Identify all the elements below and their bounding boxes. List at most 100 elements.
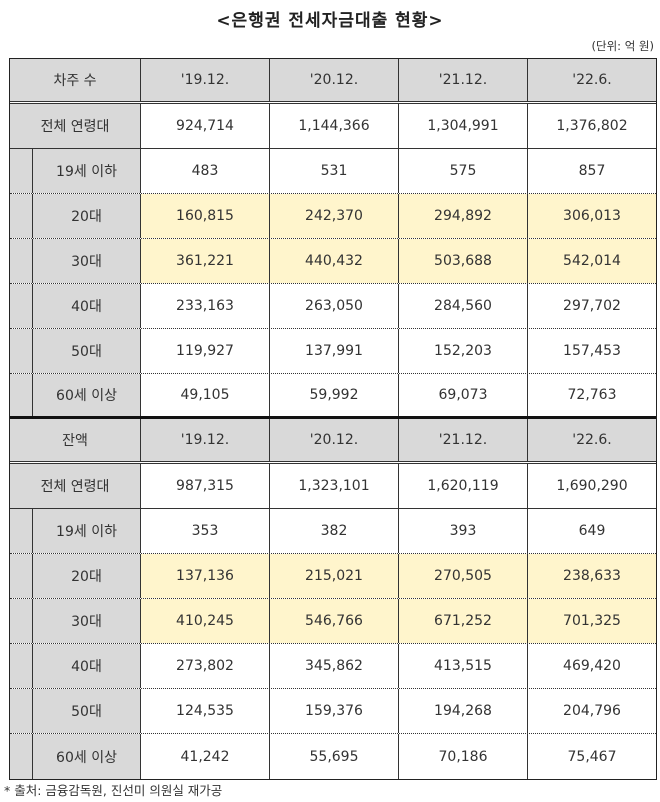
table-row: 60세 이상 41,242 55,695 70,186 75,467: [10, 734, 656, 779]
table-row: 20대 160,815 242,370 294,892 306,013: [10, 194, 656, 239]
value-cell: 483: [140, 149, 269, 193]
value-cell: 294,892: [398, 194, 527, 238]
row-label: 30대: [32, 239, 140, 283]
value-cell: 469,420: [527, 644, 656, 688]
row-label: 전체 연령대: [10, 104, 140, 148]
table-row: 40대 273,802 345,862 413,515 469,420: [10, 644, 656, 689]
value-cell: 1,323,101: [269, 464, 398, 508]
value-cell: 503,688: [398, 239, 527, 283]
table-row: 30대 410,245 546,766 671,252 701,325: [10, 599, 656, 644]
value-cell: 59,992: [269, 374, 398, 416]
source-note: * 출처: 금융감독원, 진선미 의원실 재가공: [4, 783, 223, 798]
row-label: 40대: [32, 284, 140, 328]
row-label: 19세 이하: [32, 509, 140, 553]
value-cell: 242,370: [269, 194, 398, 238]
value-cell: 70,186: [398, 734, 527, 779]
row-label: 19세 이하: [32, 149, 140, 193]
value-cell: 987,315: [140, 464, 269, 508]
value-cell: 137,136: [140, 554, 269, 598]
value-cell: 263,050: [269, 284, 398, 328]
value-cell: 701,325: [527, 599, 656, 643]
table-row: 50대 124,535 159,376 194,268 204,796: [10, 689, 656, 734]
table-row: 60세 이상 49,105 59,992 69,073 72,763: [10, 374, 656, 419]
value-cell: 671,252: [398, 599, 527, 643]
value-cell: 157,453: [527, 329, 656, 373]
value-cell: 215,021: [269, 554, 398, 598]
value-cell: 273,802: [140, 644, 269, 688]
table-row: 50대 119,927 137,991 152,203 157,453: [10, 329, 656, 374]
value-cell: 41,242: [140, 734, 269, 779]
period-header: '21.12.: [398, 419, 527, 461]
value-cell: 413,515: [398, 644, 527, 688]
value-cell: 546,766: [269, 599, 398, 643]
value-cell: 233,163: [140, 284, 269, 328]
value-cell: 649: [527, 509, 656, 553]
value-cell: 284,560: [398, 284, 527, 328]
value-cell: 410,245: [140, 599, 269, 643]
value-cell: 393: [398, 509, 527, 553]
value-cell: 204,796: [527, 689, 656, 733]
table-row: 40대 233,163 263,050 284,560 297,702: [10, 284, 656, 329]
row-label: 60세 이상: [32, 734, 140, 779]
value-cell: 353: [140, 509, 269, 553]
period-header: '20.12.: [269, 59, 398, 101]
value-cell: 160,815: [140, 194, 269, 238]
period-header: '20.12.: [269, 419, 398, 461]
value-cell: 531: [269, 149, 398, 193]
value-cell: 542,014: [527, 239, 656, 283]
value-cell: 119,927: [140, 329, 269, 373]
period-header: '21.12.: [398, 59, 527, 101]
page-title: <은행권 전세자금대출 현황>: [216, 11, 444, 31]
table-row: 19세 이하 353 382 393 649: [10, 509, 656, 554]
value-cell: 49,105: [140, 374, 269, 416]
row-label: 전체 연령대: [10, 464, 140, 508]
balance-header-label: 잔액: [10, 419, 140, 461]
value-cell: 69,073: [398, 374, 527, 416]
unit-label: (단위: 억 원): [591, 39, 654, 53]
value-cell: 1,620,119: [398, 464, 527, 508]
table-row: 30대 361,221 440,432 503,688 542,014: [10, 239, 656, 284]
loan-table: 차주 수 '19.12. '20.12. '21.12. '22.6. 전체 연…: [9, 58, 657, 780]
value-cell: 1,144,366: [269, 104, 398, 148]
table-row: 20대 137,136 215,021 270,505 238,633: [10, 554, 656, 599]
period-header: '19.12.: [140, 419, 269, 461]
value-cell: 306,013: [527, 194, 656, 238]
period-header: '19.12.: [140, 59, 269, 101]
value-cell: 72,763: [527, 374, 656, 416]
row-label: 40대: [32, 644, 140, 688]
value-cell: 297,702: [527, 284, 656, 328]
row-label: 60세 이상: [32, 374, 140, 416]
value-cell: 857: [527, 149, 656, 193]
value-cell: 124,535: [140, 689, 269, 733]
value-cell: 1,376,802: [527, 104, 656, 148]
value-cell: 75,467: [527, 734, 656, 779]
borrowers-header-row: 차주 수 '19.12. '20.12. '21.12. '22.6.: [10, 59, 656, 104]
row-label: 30대: [32, 599, 140, 643]
table-row: 19세 이하 483 531 575 857: [10, 149, 656, 194]
row-label: 50대: [32, 689, 140, 733]
value-cell: 382: [269, 509, 398, 553]
row-label: 50대: [32, 329, 140, 373]
value-cell: 159,376: [269, 689, 398, 733]
value-cell: 137,991: [269, 329, 398, 373]
value-cell: 1,304,991: [398, 104, 527, 148]
value-cell: 152,203: [398, 329, 527, 373]
borrowers-header-label: 차주 수: [10, 59, 140, 101]
table-row: 전체 연령대 987,315 1,323,101 1,620,119 1,690…: [10, 464, 656, 509]
period-header: '22.6.: [527, 59, 656, 101]
value-cell: 270,505: [398, 554, 527, 598]
value-cell: 55,695: [269, 734, 398, 779]
row-label: 20대: [32, 194, 140, 238]
value-cell: 1,690,290: [527, 464, 656, 508]
value-cell: 575: [398, 149, 527, 193]
period-header: '22.6.: [527, 419, 656, 461]
value-cell: 238,633: [527, 554, 656, 598]
row-label: 20대: [32, 554, 140, 598]
value-cell: 194,268: [398, 689, 527, 733]
value-cell: 924,714: [140, 104, 269, 148]
balance-header-row: 잔액 '19.12. '20.12. '21.12. '22.6.: [10, 419, 656, 464]
value-cell: 361,221: [140, 239, 269, 283]
value-cell: 440,432: [269, 239, 398, 283]
value-cell: 345,862: [269, 644, 398, 688]
table-row: 전체 연령대 924,714 1,144,366 1,304,991 1,376…: [10, 104, 656, 149]
